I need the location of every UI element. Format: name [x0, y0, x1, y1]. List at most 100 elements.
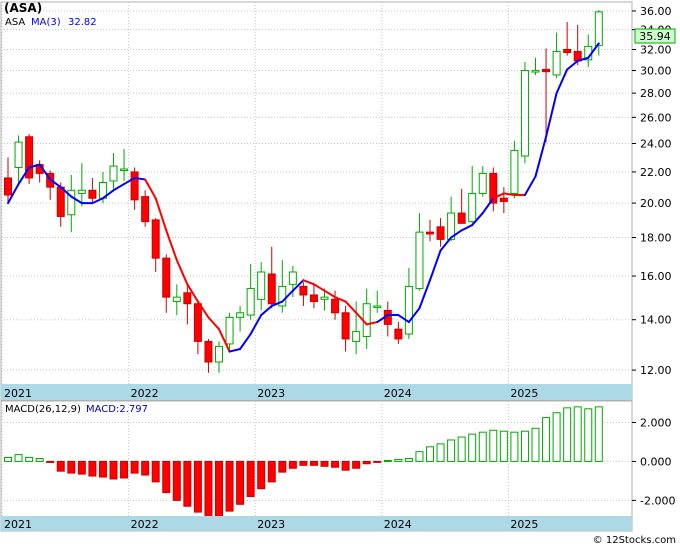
price-tick-label: 32.00	[640, 43, 672, 56]
ma-segment	[587, 42, 600, 59]
macd-bar	[4, 457, 12, 462]
price-x-axis-band	[1, 384, 632, 400]
macd-bar	[447, 439, 456, 462]
candle-body	[331, 298, 340, 314]
ma-segment	[523, 175, 537, 197]
ma-segment	[291, 279, 305, 292]
candle-body	[246, 288, 255, 316]
ma-segment	[323, 289, 337, 299]
candle-body	[162, 257, 171, 298]
price-tick-label: 14.00	[640, 314, 672, 327]
macd-bar	[394, 458, 403, 462]
macd-bar	[46, 460, 55, 463]
macd-bar	[415, 451, 424, 462]
candle-body	[109, 165, 118, 182]
ma-segment	[239, 333, 252, 350]
price-tick-label: 28.00	[640, 87, 672, 100]
ma-segment	[260, 304, 273, 317]
macd-bar	[594, 406, 603, 462]
macd-bar	[552, 412, 561, 462]
macd-bar	[35, 458, 44, 462]
macd-bar	[584, 408, 593, 462]
candle-body	[14, 141, 23, 169]
ma-segment	[186, 283, 199, 303]
ma-segment	[101, 189, 115, 200]
watermark: © 12Stocks.com	[593, 535, 676, 546]
macd-bar	[531, 427, 540, 462]
macd-bar	[499, 430, 508, 462]
price-tick-label: 16.00	[640, 270, 672, 283]
ma-segment	[376, 314, 389, 324]
ma-segment	[460, 224, 474, 232]
macd-tick-label: -2.000	[640, 494, 675, 507]
ma-segment	[133, 176, 147, 181]
candle-body	[141, 196, 150, 223]
ma-segment	[492, 192, 505, 200]
macd-bar	[162, 460, 171, 494]
macd-bar	[267, 460, 276, 483]
macd-bar	[542, 417, 551, 462]
price-x-label: 2025	[510, 387, 538, 400]
macd-x-axis-band	[1, 516, 632, 531]
ma-segment	[534, 135, 548, 178]
ma-segment	[355, 311, 368, 326]
macd-bar	[288, 460, 297, 469]
ma-segment	[281, 289, 294, 303]
macd-bar	[25, 457, 34, 462]
candle-body	[299, 285, 308, 296]
macd-bar	[436, 443, 445, 462]
macd-bar	[109, 460, 118, 480]
candle-body	[489, 172, 498, 204]
macd-bar	[77, 460, 86, 475]
macd-bar	[299, 460, 308, 466]
price-x-label: 2022	[131, 387, 159, 400]
candle-body	[288, 271, 297, 285]
macd-bar	[489, 429, 498, 462]
candle-body	[394, 328, 403, 340]
candle-body	[204, 340, 213, 363]
macd-bar	[151, 460, 160, 483]
macd-bar	[573, 406, 582, 462]
macd-bar	[183, 460, 192, 507]
candle-body	[67, 189, 76, 216]
candle-body	[4, 177, 12, 196]
macd-bar	[14, 454, 23, 462]
legend-ma-value: 32.82	[68, 17, 97, 28]
macd-bar	[468, 433, 477, 462]
candle-body	[468, 192, 477, 223]
ma-segment	[407, 307, 421, 324]
macd-x-label: 2025	[510, 518, 538, 531]
macd-legend-label: MACD(26,12,9)	[5, 404, 81, 415]
ma-segment	[471, 212, 484, 227]
candle-body	[520, 70, 529, 157]
price-tick-label: 30.00	[640, 65, 672, 78]
ma-segment	[28, 163, 41, 169]
ma-line	[7, 42, 600, 353]
ma-segment	[429, 249, 442, 282]
macd-bar	[563, 407, 572, 462]
candle-body	[151, 219, 160, 259]
ma-segment	[228, 347, 242, 353]
candle-body	[236, 312, 245, 318]
candle-body	[436, 226, 445, 240]
macd-tick-label: 0.000	[640, 455, 672, 468]
candle-body	[25, 136, 34, 179]
ma-segment	[302, 279, 315, 286]
macd-bars	[4, 406, 603, 518]
macd-x-axis: 2021 2022 2023 2024 2025	[4, 518, 538, 531]
candle-body	[531, 70, 540, 73]
ma-segment	[7, 183, 20, 205]
candle-body	[77, 189, 86, 194]
candle-body	[320, 296, 329, 300]
ma-segment	[17, 166, 31, 186]
ma-segment	[545, 92, 558, 138]
macd-tick-label: 2.000	[640, 416, 672, 429]
candle-body	[278, 285, 287, 307]
macd-bar	[98, 460, 107, 478]
ma-segment	[249, 314, 263, 336]
candle-bodies	[4, 11, 603, 363]
ma-segment	[555, 68, 569, 95]
candle-body	[415, 231, 424, 290]
ma-segment	[112, 183, 126, 192]
